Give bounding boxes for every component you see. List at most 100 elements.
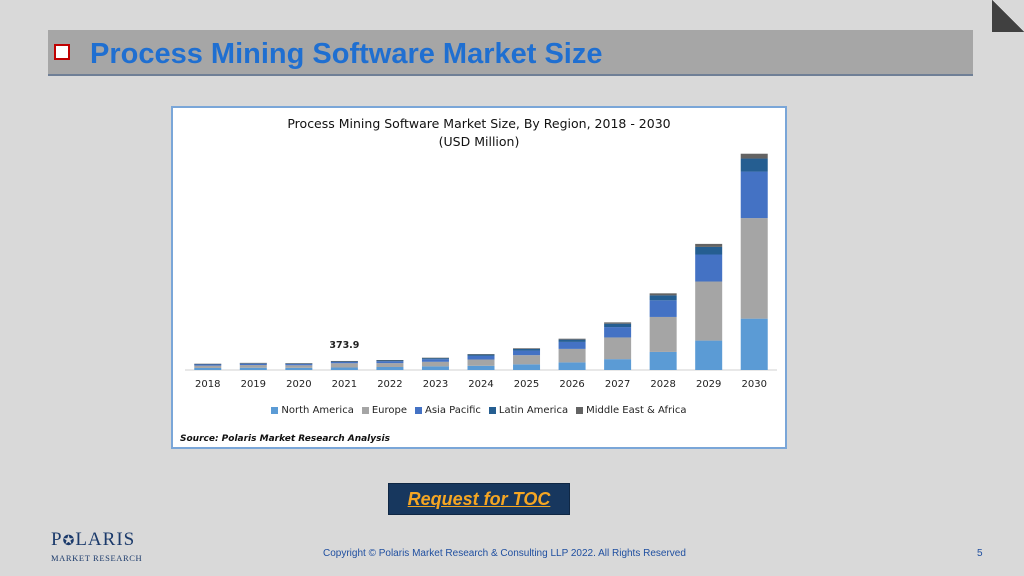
bar-2028-series-4 <box>649 293 677 296</box>
x-tick-label: 2026 <box>559 379 584 390</box>
copyright-text: Copyright © Polaris Market Research & Co… <box>323 548 686 559</box>
slide-title: Process Mining Software Market Size <box>90 38 603 70</box>
legend-swatch <box>576 407 584 414</box>
x-tick-label: 2027 <box>605 379 630 390</box>
bar-2023-series-3 <box>421 358 449 360</box>
corner-decoration <box>992 0 1024 32</box>
bar-2029-series-2 <box>695 254 723 282</box>
bar-2024-series-3 <box>467 354 495 356</box>
bar-2021-series-3 <box>330 361 358 362</box>
bar-2026-series-1 <box>558 348 586 363</box>
bar-2021-series-2 <box>330 361 358 364</box>
polaris-logo: P✪LARIS MARKET RESEARCH <box>51 529 143 563</box>
x-tick-label: 2025 <box>514 379 539 390</box>
legend-item-2: Asia Pacific <box>415 405 481 416</box>
legend-swatch <box>361 407 369 414</box>
bar-2019-series-3 <box>239 363 267 364</box>
bar-2030-series-4 <box>740 153 768 159</box>
chart-title: Process Mining Software Market Size, By … <box>287 116 671 131</box>
bar-2026-series-3 <box>558 339 586 342</box>
bar-2025-series-3 <box>513 348 541 351</box>
bar-2029-series-3 <box>695 246 723 255</box>
x-tick-label: 2024 <box>468 379 493 390</box>
x-tick-label: 2019 <box>241 379 266 390</box>
bar-2023-series-4 <box>421 357 449 359</box>
legend-label: Asia Pacific <box>425 405 481 416</box>
x-tick-label: 2021 <box>332 379 357 390</box>
bar-2020-series-2 <box>285 364 313 366</box>
x-tick-label: 2028 <box>650 379 675 390</box>
bar-2020-series-4 <box>285 363 313 364</box>
chart-subtitle: (USD Million) <box>438 134 520 149</box>
bar-2025-series-0 <box>513 364 541 370</box>
bar-2023-series-1 <box>421 361 449 367</box>
bar-2026-series-0 <box>558 362 586 370</box>
bar-2020-series-3 <box>285 363 313 365</box>
bar-2022-series-0 <box>376 366 404 370</box>
legend-item-1: Europe <box>361 405 407 416</box>
bar-2025-series-4 <box>513 348 541 349</box>
legend-label: Latin America <box>498 405 569 416</box>
bar-2022-series-4 <box>376 360 404 361</box>
bar-2019-series-1 <box>239 365 267 368</box>
bar-2029-series-4 <box>695 243 723 247</box>
bar-2026-series-4 <box>558 338 586 340</box>
bar-2020-series-0 <box>285 367 313 370</box>
legend-item-3: Latin America <box>488 405 569 416</box>
bar-2027-series-0 <box>604 359 632 370</box>
bar-2024-series-0 <box>467 365 495 370</box>
bar-2022-series-1 <box>376 363 404 367</box>
bar-2023-series-2 <box>421 359 449 362</box>
bar-2018-series-2 <box>194 364 222 366</box>
bar-2030-series-1 <box>740 218 768 319</box>
bar-2025-series-1 <box>513 355 541 365</box>
x-tick-label: 2020 <box>286 379 311 390</box>
bar-2022-series-2 <box>376 361 404 364</box>
legend-swatch <box>415 407 422 414</box>
x-tick-label: 2029 <box>696 379 721 390</box>
bar-2028-series-3 <box>649 295 677 301</box>
bar-2018-series-1 <box>194 365 222 368</box>
chart-container: Process Mining Software Market Size, By … <box>171 106 787 449</box>
bar-2029-series-0 <box>695 340 723 370</box>
bar-2019-series-4 <box>239 362 267 364</box>
bar-2026-series-2 <box>558 341 586 349</box>
bar-2028-series-0 <box>649 351 677 370</box>
bar-2021-series-0 <box>330 367 358 370</box>
bar-2021-series-1 <box>330 363 358 368</box>
x-tick-label: 2018 <box>195 379 220 390</box>
bar-2023-series-0 <box>421 366 449 370</box>
bar-2020-series-1 <box>285 365 313 368</box>
legend-label: Middle East & Africa <box>586 405 687 416</box>
source-note: Source: Polaris Market Research Analysis <box>180 434 390 444</box>
bar-2027-series-4 <box>604 322 632 324</box>
bar-2028-series-2 <box>649 300 677 317</box>
bar-2024-series-1 <box>467 359 495 366</box>
bar-2022-series-3 <box>376 360 404 362</box>
chart-legend: North America Europe Asia Pacific Latin Ame… <box>173 405 785 416</box>
bar-2024-series-4 <box>467 354 495 355</box>
request-toc-button[interactable]: Request for TOC <box>388 483 570 515</box>
legend-item-4: Middle East & Africa <box>576 405 687 416</box>
bar-2027-series-3 <box>604 323 632 328</box>
legend-swatch <box>271 407 279 414</box>
bar-2018-series-0 <box>194 367 222 370</box>
bar-2030-series-0 <box>740 318 768 370</box>
bar-2030-series-3 <box>740 158 768 172</box>
title-bar: Process Mining Software Market Size <box>48 30 973 76</box>
bar-2027-series-2 <box>604 327 632 338</box>
bar-2018-series-4 <box>194 363 222 365</box>
bar-2029-series-1 <box>695 281 723 341</box>
legend-swatch <box>488 407 496 414</box>
x-tick-label: 2023 <box>423 379 448 390</box>
bar-2019-series-0 <box>239 367 267 370</box>
bar-2027-series-1 <box>604 337 632 360</box>
bar-2024-series-2 <box>467 355 495 360</box>
legend-item-0: North America <box>271 405 354 416</box>
legend-label: Europe <box>371 405 407 416</box>
bar-2019-series-2 <box>239 363 267 366</box>
page-number: 5 <box>977 548 983 559</box>
star-icon: ✪ <box>62 534 76 549</box>
bar-2021-series-4 <box>330 360 358 362</box>
stacked-bar-chart: 2018 2019 2020 2021 373.9 2022 2023 2024 2025 202… <box>185 153 777 390</box>
